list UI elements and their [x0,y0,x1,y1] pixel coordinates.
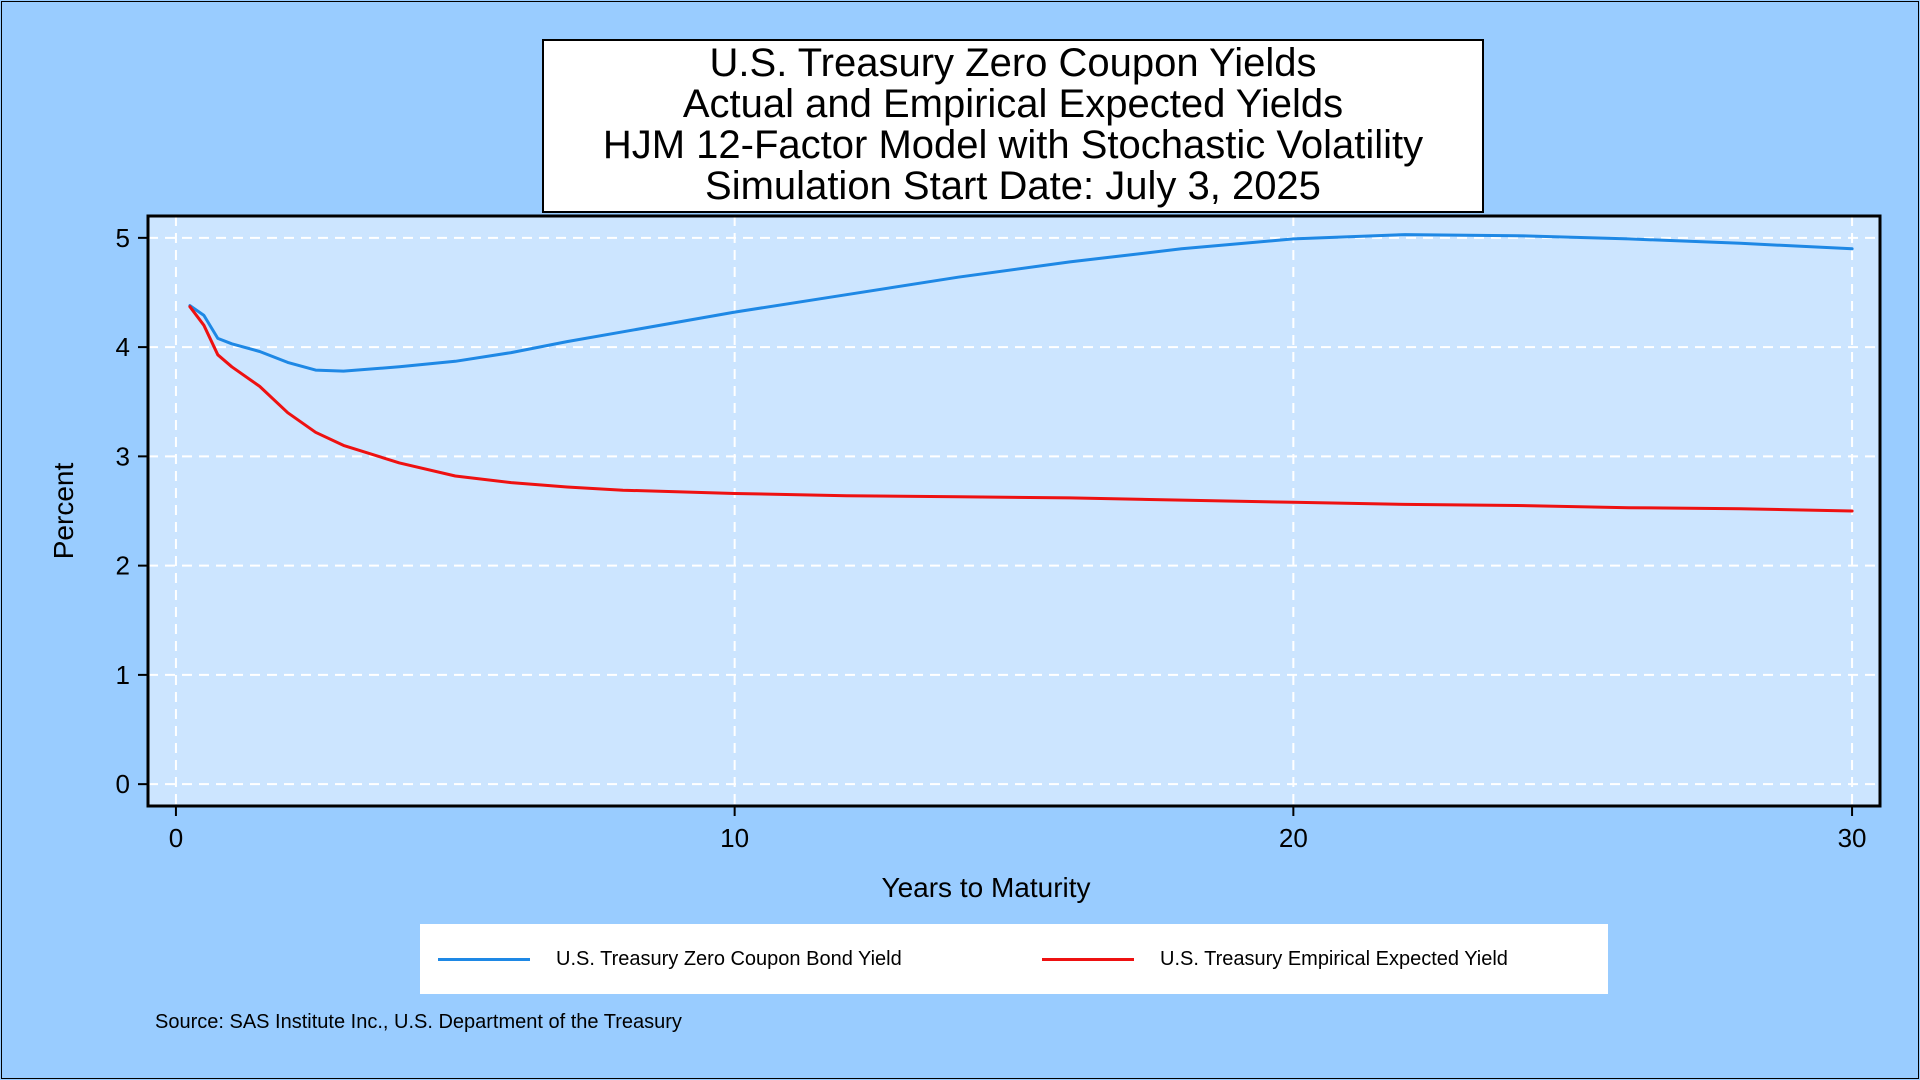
plot-border [146,214,1882,808]
legend-label-empirical-expected: U.S. Treasury Empirical Expected Yield [1160,947,1508,970]
y-tick-label: 2 [116,551,130,581]
legend-swatch-empirical-expected [1042,957,1134,961]
legend-item-zero-coupon: U.S. Treasury Zero Coupon Bond Yield [438,924,902,994]
y-tick-label: 3 [116,441,130,471]
chart-legend: U.S. Treasury Zero Coupon Bond Yield U.S… [420,924,1608,994]
legend-label-zero-coupon: U.S. Treasury Zero Coupon Bond Yield [556,947,902,970]
x-axis-label: Years to Maturity [881,872,1090,903]
y-axis-label: Percent [48,463,79,560]
chart-title-box: U.S. Treasury Zero Coupon Yields Actual … [542,39,1484,213]
x-tick-label: 10 [720,823,749,853]
y-tick-label: 4 [116,332,130,362]
legend-item-empirical-expected: U.S. Treasury Empirical Expected Yield [1042,924,1508,994]
x-tick-label: 20 [1279,823,1308,853]
source-note: Source: SAS Institute Inc., U.S. Departm… [155,1011,682,1033]
chart-title-line-2: Actual and Empirical Expected Yields [682,82,1344,126]
chart-title-line-4: Simulation Start Date: July 3, 2025 [705,164,1321,208]
y-tick-label: 0 [116,769,130,799]
y-tick-label: 5 [116,223,130,253]
chart-title-line-3: HJM 12-Factor Model with Stochastic Vola… [602,123,1424,167]
x-tick-label: 0 [169,823,183,853]
x-tick-label: 30 [1838,823,1867,853]
series-line-zero-coupon [188,233,1854,373]
plot-area [148,216,1880,806]
y-tick-label: 1 [116,660,130,690]
legend-swatch-zero-coupon [438,957,530,961]
series-line-empirical-expected [188,305,1854,513]
chart-title-line-1: U.S. Treasury Zero Coupon Yields [709,41,1317,85]
